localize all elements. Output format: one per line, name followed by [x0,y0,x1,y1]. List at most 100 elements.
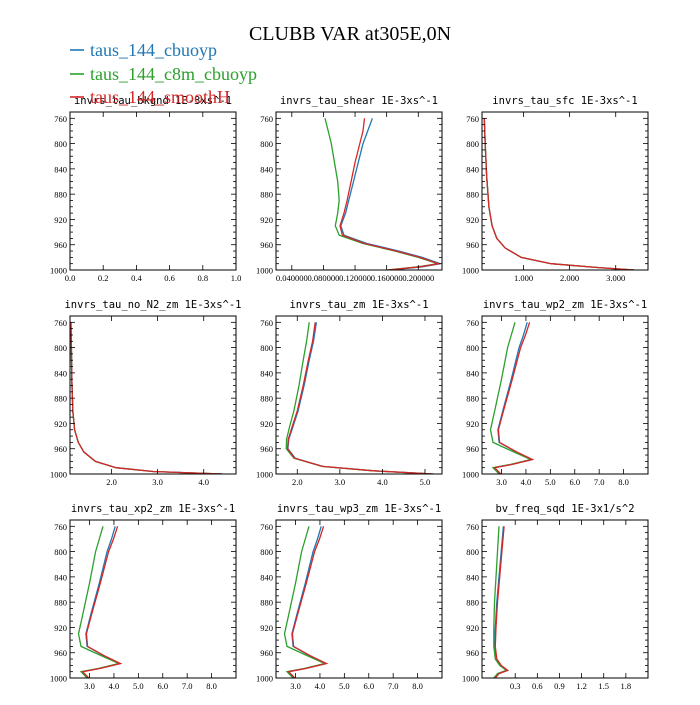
plot-frame [481,315,649,475]
panel-8: invrs_tau_wp3_zm 1E-3xs^-1 760 800 840 880 92… [256,503,443,691]
panel-1: invrs_tau_bkgnd 1E-3xs^-1 760 800 840 880 920… [50,95,241,283]
x-tick-label: 4.0 [109,681,120,691]
x-tick-label: 3.0 [335,477,346,487]
x-tick-label: 1.5 [598,681,609,691]
series-line-taus-144-c8m-cbuoyp [70,322,223,474]
y-tick-label: 1000 [50,674,67,684]
series-line-taus-144-cbuoyp [287,322,434,474]
y-tick-label: 880 [466,190,479,200]
y-tick-label: 1000 [256,470,273,480]
x-tick-label: 0.200000 [402,273,434,283]
x-tick-label: 0.8 [197,273,208,283]
panel-title: invrs_tau_no_N2_zm 1E-3xs^-1 [64,299,241,311]
x-tick-label: 0.160000 [371,273,403,283]
y-tick-label: 880 [54,394,67,404]
y-tick-label: 1000 [256,674,273,684]
y-tick-label: 800 [260,343,273,353]
series-line-taus-144-smoothh [81,526,123,678]
x-tick-label: 8.0 [206,681,217,691]
y-tick-label: 760 [260,522,273,532]
y-tick-label: 1000 [256,266,273,276]
panel-title: bv_freq_sqd 1E-3x1/s^2 [495,503,634,515]
x-tick-label: 4.0 [315,681,326,691]
y-tick-label: 920 [466,623,479,633]
plot-frame [275,315,443,475]
x-tick-label: 6.0 [569,477,580,487]
y-tick-label: 760 [54,522,67,532]
x-tick-label: 1.8 [621,681,632,691]
series-line-taus-144-smoothh [493,322,535,474]
legend-label: taus_144_smoothH [90,87,230,107]
x-tick-label: 3.000 [606,273,625,283]
series-line-taus-144-cbuoyp [70,322,223,474]
y-tick-label: 1000 [462,470,479,480]
x-tick-label: 4.0 [377,477,388,487]
x-tick-label: 0.3 [510,681,521,691]
x-tick-label: 7.0 [182,681,193,691]
series-line-taus-144-c8m-cbuoyp [283,526,327,678]
x-tick-label: 5.0 [420,477,431,487]
y-tick-label: 760 [260,114,273,124]
y-tick-label: 920 [466,419,479,429]
x-tick-label: 2.0 [106,477,117,487]
y-tick-label: 1000 [50,266,67,276]
y-tick-label: 960 [260,444,273,454]
legend: taus_144_cbuoyp taus_144_c8m_cbuoyp taus_1… [70,40,257,107]
series-line-taus-144-cbuoyp [483,118,635,270]
y-tick-label: 760 [260,318,273,328]
x-tick-label: 8.0 [618,477,629,487]
y-tick-label: 840 [54,164,67,174]
legend-item-taus-144-c8m-cbuoyp: taus_144_c8m_cbuoyp [70,64,257,84]
panel-title: invrs_tau_bkgnd 1E-3xs^-1 [74,95,232,107]
y-tick-label: 840 [54,368,67,378]
panel-title: invrs_tau_wp2_zm 1E-3xs^-1 [483,299,647,311]
panel-2: invrs_tau_shear 1E-3xs^-1 760 800 840 880 920… [256,95,443,283]
panel-title: invrs_tau_xp2_zm 1E-3xs^-1 [71,503,235,515]
x-tick-label: 1.000 [514,273,533,283]
x-tick-label: 4.0 [198,477,209,487]
y-tick-label: 760 [466,522,479,532]
panel-title: invrs_tau_wp3_zm 1E-3xs^-1 [277,503,441,515]
x-tick-label: 5.0 [339,681,350,691]
y-tick-label: 920 [54,623,67,633]
y-tick-label: 840 [466,368,479,378]
x-tick-label: 3.0 [290,681,301,691]
x-tick-label: 8.0 [412,681,423,691]
panel-7: invrs_tau_xp2_zm 1E-3xs^-1 760 800 840 880 92… [50,503,237,691]
x-tick-label: 0.040000 [276,273,308,283]
x-tick-label: 2.000 [560,273,579,283]
y-tick-label: 800 [466,139,479,149]
y-tick-label: 960 [466,240,479,250]
y-tick-label: 880 [466,598,479,608]
series-line-taus-144-smoothh [494,526,510,678]
x-tick-label: 0.080000 [307,273,339,283]
y-tick-label: 760 [54,114,67,124]
y-tick-label: 880 [260,190,273,200]
plot-frame [481,111,649,271]
y-tick-label: 800 [54,139,67,149]
x-tick-label: 0.6 [532,681,543,691]
y-tick-label: 1000 [50,470,67,480]
y-tick-label: 880 [260,394,273,404]
series-line-taus-144-smoothh [286,322,434,474]
y-tick-label: 840 [260,164,273,174]
y-tick-label: 920 [54,215,67,225]
x-tick-label: 6.0 [157,681,168,691]
figure-title: CLUBB VAR at305E,0N [249,23,451,45]
x-tick-label: 0.4 [131,273,142,283]
x-tick-label: 0.9 [554,681,565,691]
x-tick-label: 1.0 [231,273,242,283]
y-tick-label: 960 [54,240,67,250]
y-tick-label: 800 [466,547,479,557]
y-tick-label: 920 [260,419,273,429]
x-tick-label: 0.0 [65,273,76,283]
legend-item-taus-144-smoothh: taus_144_smoothH [70,87,230,107]
legend-item-taus-144-cbuoyp: taus_144_cbuoyp [70,40,217,60]
y-tick-label: 960 [54,444,67,454]
y-tick-label: 960 [54,648,67,658]
panel-4: invrs_tau_no_N2_zm 1E-3xs^-1 760 800 840 880… [50,299,242,487]
series-line-taus-144-smoothh [70,322,223,474]
x-tick-label: 4.0 [521,477,532,487]
series-line-taus-144-smoothh [483,118,635,270]
series-line-taus-144-cbuoyp [340,118,441,270]
